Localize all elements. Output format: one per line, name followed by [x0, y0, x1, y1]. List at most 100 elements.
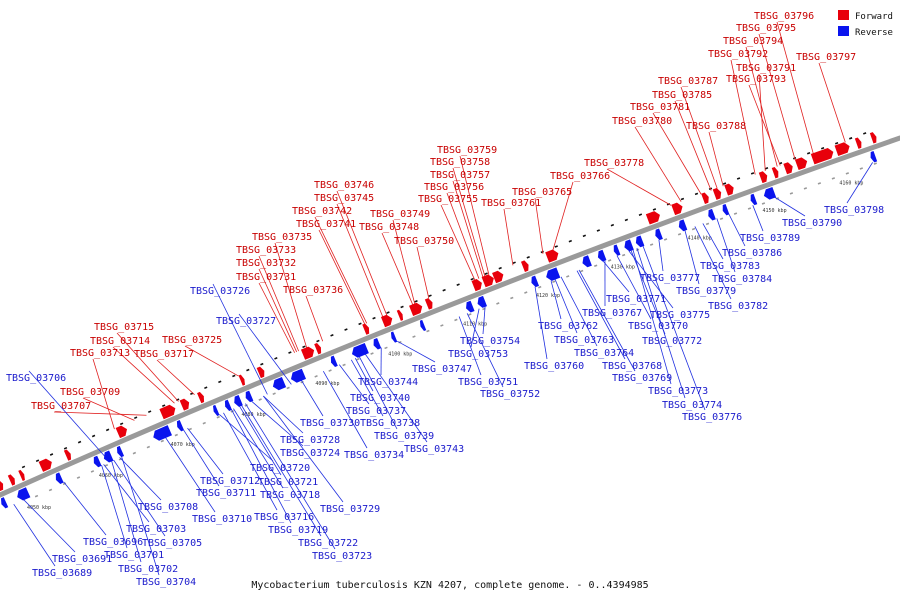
- forward-gene-label[interactable]: TBSG_03717: [134, 349, 194, 360]
- reverse-gene-label[interactable]: TBSG_03771: [606, 294, 666, 305]
- reverse-gene-label[interactable]: TBSG_03691: [52, 554, 112, 565]
- forward-gene-label[interactable]: TBSG_03735: [252, 232, 312, 243]
- reverse-gene-label[interactable]: TBSG_03722: [298, 538, 358, 549]
- reverse-gene-label[interactable]: TBSG_03702: [118, 564, 178, 575]
- reverse-gene-label[interactable]: TBSG_03774: [662, 400, 722, 411]
- forward-gene-label[interactable]: TBSG_03713: [70, 348, 130, 359]
- forward-gene-label[interactable]: TBSG_03787: [658, 76, 718, 87]
- reverse-gene-label[interactable]: TBSG_03762: [538, 321, 598, 332]
- reverse-gene-label[interactable]: TBSG_03777: [640, 273, 700, 284]
- reverse-gene-label[interactable]: TBSG_03718: [260, 490, 320, 501]
- reverse-gene-label[interactable]: TBSG_03751: [458, 377, 518, 388]
- forward-gene-label[interactable]: TBSG_03707: [31, 401, 91, 412]
- forward-gene-label[interactable]: TBSG_03778: [584, 158, 644, 169]
- reverse-gene-label[interactable]: TBSG_03705: [142, 538, 202, 549]
- reverse-gene-label[interactable]: TBSG_03754: [460, 336, 520, 347]
- forward-gene-label[interactable]: TBSG_03725: [162, 335, 222, 346]
- reverse-gene-label[interactable]: TBSG_03689: [32, 568, 92, 579]
- forward-gene-label[interactable]: TBSG_03749: [370, 209, 430, 220]
- reverse-gene-label[interactable]: TBSG_03767: [582, 308, 642, 319]
- forward-gene-label[interactable]: TBSG_03791: [736, 63, 796, 74]
- reverse-gene-label[interactable]: TBSG_03738: [360, 418, 420, 429]
- forward-gene-label[interactable]: TBSG_03757: [430, 170, 490, 181]
- reverse-gene-label[interactable]: TBSG_03744: [358, 377, 418, 388]
- forward-gene-label[interactable]: TBSG_03785: [652, 90, 712, 101]
- reverse-gene-label[interactable]: TBSG_03747: [412, 364, 472, 375]
- reverse-gene-label[interactable]: TBSG_03723: [312, 551, 372, 562]
- reverse-gene-label[interactable]: TBSG_03734: [344, 450, 404, 461]
- forward-gene-label[interactable]: TBSG_03750: [394, 236, 454, 247]
- reverse-gene-label[interactable]: TBSG_03779: [676, 286, 736, 297]
- reverse-gene-label[interactable]: TBSG_03786: [722, 248, 782, 259]
- reverse-gene-label[interactable]: TBSG_03737: [346, 406, 406, 417]
- forward-gene-label[interactable]: TBSG_03709: [60, 387, 120, 398]
- forward-gene-label[interactable]: TBSG_03733: [236, 245, 296, 256]
- reverse-gene-label[interactable]: TBSG_03743: [404, 444, 464, 455]
- forward-gene-label[interactable]: TBSG_03788: [686, 121, 746, 132]
- reverse-gene-label[interactable]: TBSG_03752: [480, 389, 540, 400]
- reverse-gene-label[interactable]: TBSG_03730: [300, 418, 360, 429]
- reverse-gene-label[interactable]: TBSG_03776: [682, 412, 742, 423]
- reverse-gene-label[interactable]: TBSG_03719: [268, 525, 328, 536]
- reverse-gene-label[interactable]: TBSG_03726: [190, 286, 250, 297]
- forward-gene-label[interactable]: TBSG_03745: [314, 193, 374, 204]
- reverse-gene-label[interactable]: TBSG_03764: [574, 348, 634, 359]
- reverse-gene-label[interactable]: TBSG_03790: [782, 218, 842, 229]
- forward-gene-label[interactable]: TBSG_03715: [94, 322, 154, 333]
- reverse-gene-label[interactable]: TBSG_03696: [83, 537, 143, 548]
- reverse-gene-label[interactable]: TBSG_03739: [374, 431, 434, 442]
- forward-gene-label[interactable]: TBSG_03758: [430, 157, 490, 168]
- reverse-gene-label[interactable]: TBSG_03775: [650, 310, 710, 321]
- reverse-gene-label[interactable]: TBSG_03728: [280, 435, 340, 446]
- forward-gene-label[interactable]: TBSG_03714: [90, 336, 150, 347]
- reverse-gene-label[interactable]: TBSG_03712: [200, 476, 260, 487]
- forward-gene-label[interactable]: TBSG_03765: [512, 187, 572, 198]
- reverse-gene-label[interactable]: TBSG_03770: [628, 321, 688, 332]
- reverse-gene-label[interactable]: TBSG_03753: [448, 349, 508, 360]
- forward-gene-label[interactable]: TBSG_03793: [726, 74, 786, 85]
- reverse-gene-label[interactable]: TBSG_03703: [126, 524, 186, 535]
- forward-gene-label[interactable]: TBSG_03766: [550, 171, 610, 182]
- reverse-gene-label[interactable]: TBSG_03769: [612, 373, 672, 384]
- reverse-gene-label[interactable]: TBSG_03729: [320, 504, 380, 515]
- forward-gene-label[interactable]: TBSG_03741: [296, 219, 356, 230]
- reverse-gene-label[interactable]: TBSG_03706: [6, 373, 66, 384]
- reverse-gene-label[interactable]: TBSG_03721: [258, 477, 318, 488]
- reverse-gene-label[interactable]: TBSG_03727: [216, 316, 276, 327]
- reverse-gene-label[interactable]: TBSG_03789: [740, 233, 800, 244]
- reverse-gene-label[interactable]: TBSG_03716: [254, 512, 314, 523]
- reverse-gene-label[interactable]: TBSG_03768: [602, 361, 662, 372]
- forward-gene-label[interactable]: TBSG_03794: [723, 36, 783, 47]
- forward-gene-label[interactable]: TBSG_03781: [630, 102, 690, 113]
- forward-gene-label[interactable]: TBSG_03736: [283, 285, 343, 296]
- forward-gene-label[interactable]: TBSG_03755: [418, 194, 478, 205]
- forward-gene-label[interactable]: TBSG_03796: [754, 11, 814, 22]
- reverse-gene-label[interactable]: TBSG_03760: [524, 361, 584, 372]
- reverse-gene-label[interactable]: TBSG_03782: [708, 301, 768, 312]
- reverse-gene-label[interactable]: TBSG_03708: [138, 502, 198, 513]
- forward-gene-label[interactable]: TBSG_03797: [796, 52, 856, 63]
- reverse-gene-label[interactable]: TBSG_03772: [642, 336, 702, 347]
- reverse-gene-label[interactable]: TBSG_03798: [824, 205, 884, 216]
- reverse-gene-label[interactable]: TBSG_03704: [136, 577, 196, 588]
- reverse-gene-label[interactable]: TBSG_03763: [554, 335, 614, 346]
- forward-gene-label[interactable]: TBSG_03795: [736, 23, 796, 34]
- reverse-gene-label[interactable]: TBSG_03740: [350, 393, 410, 404]
- reverse-gene-label[interactable]: TBSG_03773: [648, 386, 708, 397]
- reverse-gene-label[interactable]: TBSG_03701: [104, 550, 164, 561]
- forward-gene-label[interactable]: TBSG_03780: [612, 116, 672, 127]
- forward-gene-label[interactable]: TBSG_03746: [314, 180, 374, 191]
- reverse-gene-label[interactable]: TBSG_03783: [700, 261, 760, 272]
- reverse-gene-label[interactable]: TBSG_03724: [280, 448, 340, 459]
- forward-gene-label[interactable]: TBSG_03748: [359, 222, 419, 233]
- forward-gene-label[interactable]: TBSG_03732: [236, 258, 296, 269]
- forward-gene-label[interactable]: TBSG_03759: [437, 145, 497, 156]
- forward-gene-label[interactable]: TBSG_03792: [708, 49, 768, 60]
- forward-gene-label[interactable]: TBSG_03756: [424, 182, 484, 193]
- reverse-gene-label[interactable]: TBSG_03720: [250, 463, 310, 474]
- forward-gene-label[interactable]: TBSG_03731: [236, 272, 296, 283]
- reverse-gene-label[interactable]: TBSG_03784: [712, 274, 772, 285]
- reverse-gene-label[interactable]: TBSG_03710: [192, 514, 252, 525]
- forward-gene-label[interactable]: TBSG_03761: [481, 198, 541, 209]
- reverse-gene-label[interactable]: TBSG_03711: [196, 488, 256, 499]
